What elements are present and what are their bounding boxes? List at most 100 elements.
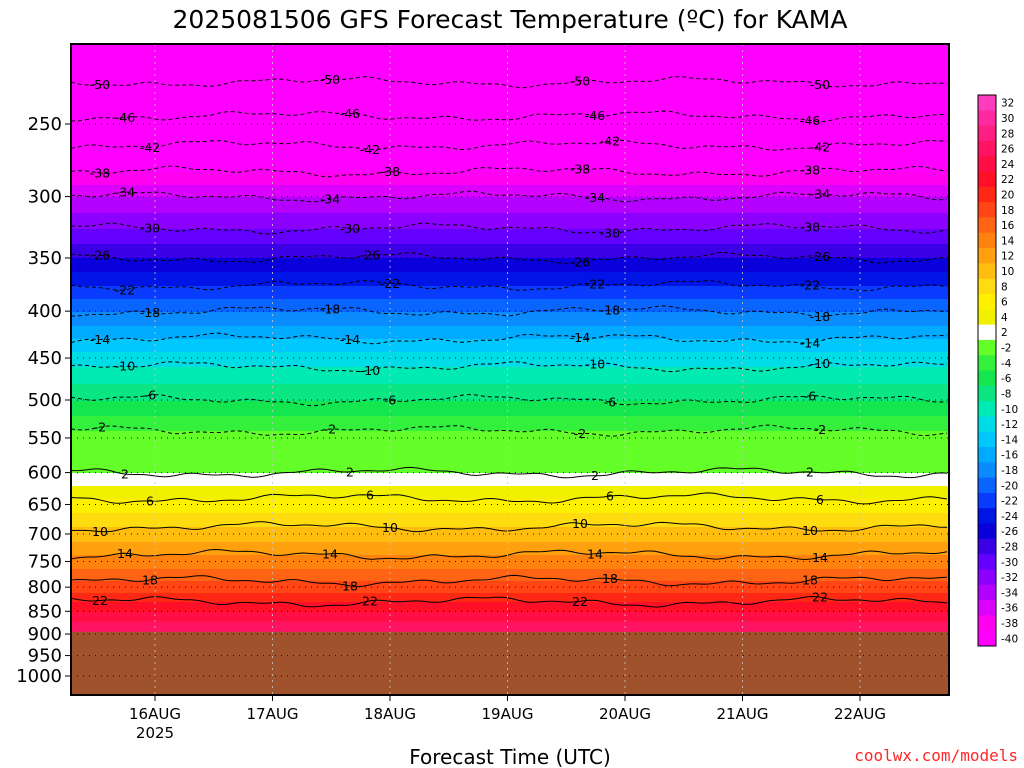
contour-label: 18 bbox=[342, 578, 358, 593]
contour-label: 10 bbox=[802, 523, 818, 538]
colorbar-swatch bbox=[978, 309, 996, 326]
contour-label: 2 bbox=[121, 467, 129, 482]
contour-label: 6 bbox=[606, 489, 614, 504]
y-tick-label: 950 bbox=[28, 646, 62, 667]
y-tick-label: 1000 bbox=[16, 666, 62, 687]
colorbar-swatch bbox=[978, 462, 996, 479]
y-tick-label: 350 bbox=[28, 248, 62, 269]
colorbar-label: -18 bbox=[1001, 465, 1018, 477]
contour-label: 2 bbox=[591, 468, 599, 483]
isotherm-line bbox=[71, 305, 948, 318]
contour-label: -30 bbox=[800, 219, 820, 234]
temperature-band bbox=[71, 542, 949, 555]
colorbar-swatch bbox=[978, 110, 996, 127]
isotherm-line bbox=[71, 466, 948, 479]
contour-label: -2 bbox=[324, 422, 336, 437]
colorbar: 32 30 28 26 24 22 20 18 16 14 12 10 8 6 4 2 -2 -4 -6 -8 -10 -… bbox=[977, 94, 1018, 647]
colorbar-label: 12 bbox=[1001, 251, 1014, 263]
colorbar-frame bbox=[977, 94, 997, 647]
temperature-band bbox=[71, 197, 949, 213]
temperature-band bbox=[71, 401, 949, 416]
contour-label: -30 bbox=[600, 225, 620, 240]
contour-label: -6 bbox=[604, 395, 617, 410]
contour-label: -34 bbox=[320, 192, 340, 207]
contour-label: 10 bbox=[92, 524, 108, 539]
colorbar-swatch bbox=[978, 508, 996, 525]
temperature-band bbox=[71, 569, 949, 581]
colorbar-swatch bbox=[978, 232, 996, 249]
colorbar-swatch bbox=[978, 263, 996, 280]
colorbar-swatch bbox=[978, 447, 996, 463]
contour-label: -10 bbox=[360, 363, 380, 378]
contour-label: 6 bbox=[366, 488, 374, 503]
contour-label: -18 bbox=[320, 301, 340, 316]
isotherm-line bbox=[71, 139, 948, 151]
temperature-band bbox=[71, 326, 949, 339]
x-tick-year: 2025 bbox=[136, 724, 174, 742]
isotherm-line bbox=[71, 222, 948, 235]
y-tick-label: 750 bbox=[28, 551, 62, 572]
contour-label: -34 bbox=[810, 186, 830, 201]
isotherm-contours bbox=[71, 76, 948, 608]
contour-label: 6 bbox=[816, 492, 824, 507]
temperature-band bbox=[71, 258, 949, 272]
colorbar-label: 22 bbox=[1001, 174, 1014, 186]
colorbar-label: -2 bbox=[1001, 343, 1011, 355]
temperature-band bbox=[71, 513, 949, 527]
x-tick-label: 16AUG bbox=[129, 705, 181, 723]
contour-label: 2 bbox=[806, 464, 814, 479]
colorbar-label: 32 bbox=[1001, 98, 1014, 110]
temperature-band bbox=[71, 602, 949, 612]
colorbar-label: 28 bbox=[1001, 128, 1014, 140]
colorbar-swatch bbox=[978, 554, 996, 570]
contour-label: -26 bbox=[570, 254, 590, 269]
contour-label: -22 bbox=[800, 278, 820, 293]
colorbar-label: -16 bbox=[1001, 450, 1018, 462]
y-tick-label: 650 bbox=[28, 494, 62, 515]
below-ground-area bbox=[71, 631, 949, 695]
contour-label: -14 bbox=[90, 332, 110, 347]
colorbar-label: -14 bbox=[1001, 434, 1018, 446]
contour-label: 22 bbox=[812, 590, 828, 605]
temperature-band bbox=[71, 622, 949, 632]
x-tick-label: 19AUG bbox=[482, 705, 534, 723]
contour-label: -10 bbox=[115, 359, 135, 374]
x-tick-label: 17AUG bbox=[247, 705, 299, 723]
y-tick-label: 800 bbox=[28, 577, 62, 598]
contour-label: 18 bbox=[602, 571, 618, 586]
colorbar-swatch bbox=[978, 293, 996, 310]
colorbar-swatch bbox=[978, 217, 996, 234]
colorbar-label: 14 bbox=[1001, 235, 1015, 247]
contour-label: -38 bbox=[90, 166, 110, 181]
temperature-band bbox=[71, 44, 949, 172]
isotherm-line bbox=[71, 521, 948, 533]
colorbar-swatch bbox=[978, 324, 996, 341]
contour-label: -6 bbox=[384, 392, 397, 407]
temperature-band bbox=[71, 612, 949, 622]
contour-label: -46 bbox=[115, 110, 135, 125]
colorbar-label: 24 bbox=[1001, 159, 1015, 171]
colorbar-label: 16 bbox=[1001, 220, 1015, 232]
contour-label: -14 bbox=[570, 330, 590, 345]
temperature-band bbox=[71, 416, 949, 431]
colorbar-swatch bbox=[978, 186, 996, 203]
contour-label: -10 bbox=[585, 357, 605, 372]
colorbar-swatch bbox=[978, 630, 996, 647]
contour-label: -6 bbox=[804, 388, 817, 403]
contour-label: -18 bbox=[140, 305, 160, 320]
colorbar-label: -10 bbox=[1001, 404, 1018, 416]
contour-label: -42 bbox=[140, 140, 160, 155]
isotherm-line bbox=[71, 165, 948, 178]
temperature-band bbox=[71, 272, 949, 286]
isotherm-line bbox=[71, 548, 948, 560]
colorbar-label: -20 bbox=[1001, 480, 1018, 492]
y-tick-label: 550 bbox=[28, 428, 62, 449]
temperature-band bbox=[71, 473, 949, 486]
y-tick-label: 600 bbox=[28, 463, 62, 484]
colorbar-swatch bbox=[978, 95, 996, 111]
contour-label: 10 bbox=[382, 520, 398, 535]
contour-label: -46 bbox=[585, 108, 605, 123]
temperature-band bbox=[71, 185, 949, 197]
plot-frame bbox=[70, 43, 950, 696]
x-tick-label: 22AUG bbox=[834, 705, 886, 723]
